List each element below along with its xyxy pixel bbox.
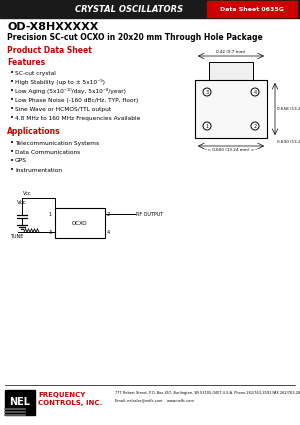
Bar: [207, 1, 297, 17]
Text: 2: 2: [254, 124, 256, 128]
Text: Low Aging (5x10⁻¹⁰/day, 5x10⁻⁸/year): Low Aging (5x10⁻¹⁰/day, 5x10⁻⁸/year): [15, 88, 126, 94]
Text: Sine Wave or HCMOS/TTL output: Sine Wave or HCMOS/TTL output: [15, 107, 111, 111]
Circle shape: [251, 88, 259, 96]
Circle shape: [203, 88, 211, 96]
Circle shape: [203, 122, 211, 130]
Bar: [195, 80, 267, 138]
Text: CRYSTAL OSCILLATORS: CRYSTAL OSCILLATORS: [75, 5, 183, 14]
Text: •: •: [10, 70, 14, 76]
Text: 0.658 (13.24 mm): 0.658 (13.24 mm): [277, 107, 300, 111]
Text: •: •: [10, 140, 14, 146]
Text: GPS: GPS: [15, 159, 27, 164]
Text: •: •: [10, 79, 14, 85]
Text: Vcc: Vcc: [17, 200, 27, 205]
Bar: [209, 62, 253, 80]
Text: Low Phase Noise (-160 dBc/Hz, TYP, floor): Low Phase Noise (-160 dBc/Hz, TYP, floor…: [15, 97, 138, 102]
Text: •: •: [10, 149, 14, 155]
Text: •: •: [10, 115, 14, 121]
Bar: [5, 390, 35, 415]
Text: •: •: [10, 106, 14, 112]
Text: Email: nelsales@nelfc.com    www.nelfc.com: Email: nelsales@nelfc.com www.nelfc.com: [115, 398, 194, 402]
Text: 3: 3: [206, 90, 208, 94]
Text: •: •: [10, 158, 14, 164]
Text: Data Communications: Data Communications: [15, 150, 80, 155]
Text: 3: 3: [49, 230, 52, 235]
Text: 4: 4: [254, 90, 256, 94]
Text: 2: 2: [107, 212, 110, 216]
Text: Features: Features: [7, 57, 45, 66]
Text: 4: 4: [107, 230, 110, 235]
Text: 4.8 MHz to 160 MHz Frequencies Available: 4.8 MHz to 160 MHz Frequencies Available: [15, 116, 140, 121]
Text: Precision SC-cut OCXO in 20x20 mm Through Hole Package: Precision SC-cut OCXO in 20x20 mm Throug…: [7, 32, 263, 42]
Text: 1: 1: [49, 212, 52, 216]
Text: 0.600 (13.24 mm): 0.600 (13.24 mm): [277, 140, 300, 144]
Text: 777 Robert Street, P.O. Box 457, Burlington, WI 53105-0457 U.S.A. Phone 262/763-: 777 Robert Street, P.O. Box 457, Burling…: [115, 391, 300, 395]
Text: TUNE: TUNE: [10, 234, 23, 239]
Text: Telecommunication Systems: Telecommunication Systems: [15, 141, 99, 145]
Bar: [55, 208, 105, 238]
Text: Data Sheet 0635G: Data Sheet 0635G: [220, 6, 284, 11]
Text: Instrumentation: Instrumentation: [15, 167, 62, 173]
Text: •: •: [10, 88, 14, 94]
Circle shape: [251, 122, 259, 130]
Text: •: •: [10, 167, 14, 173]
Text: 0.42 (9.7 mm): 0.42 (9.7 mm): [216, 50, 246, 54]
Text: High Stability (up to ± 5x10⁻⁹): High Stability (up to ± 5x10⁻⁹): [15, 79, 105, 85]
Text: Applications: Applications: [7, 128, 61, 136]
Text: OD-X8HXXXXX: OD-X8HXXXXX: [7, 22, 98, 32]
Text: OCXO: OCXO: [72, 221, 88, 226]
Text: SC-cut crystal: SC-cut crystal: [15, 71, 56, 76]
Text: 1: 1: [206, 124, 208, 128]
Text: RF OUTPUT: RF OUTPUT: [136, 212, 163, 216]
Text: Product Data Sheet: Product Data Sheet: [7, 45, 92, 54]
Text: ~= 0.600 (13.24 mm) =~: ~= 0.600 (13.24 mm) =~: [204, 148, 258, 152]
Text: FREQUENCY: FREQUENCY: [38, 392, 85, 398]
Text: NEL: NEL: [10, 397, 31, 407]
Text: Vcc: Vcc: [23, 191, 32, 196]
Text: CONTROLS, INC.: CONTROLS, INC.: [38, 400, 102, 406]
Bar: [0, 0, 300, 18]
Text: •: •: [10, 97, 14, 103]
